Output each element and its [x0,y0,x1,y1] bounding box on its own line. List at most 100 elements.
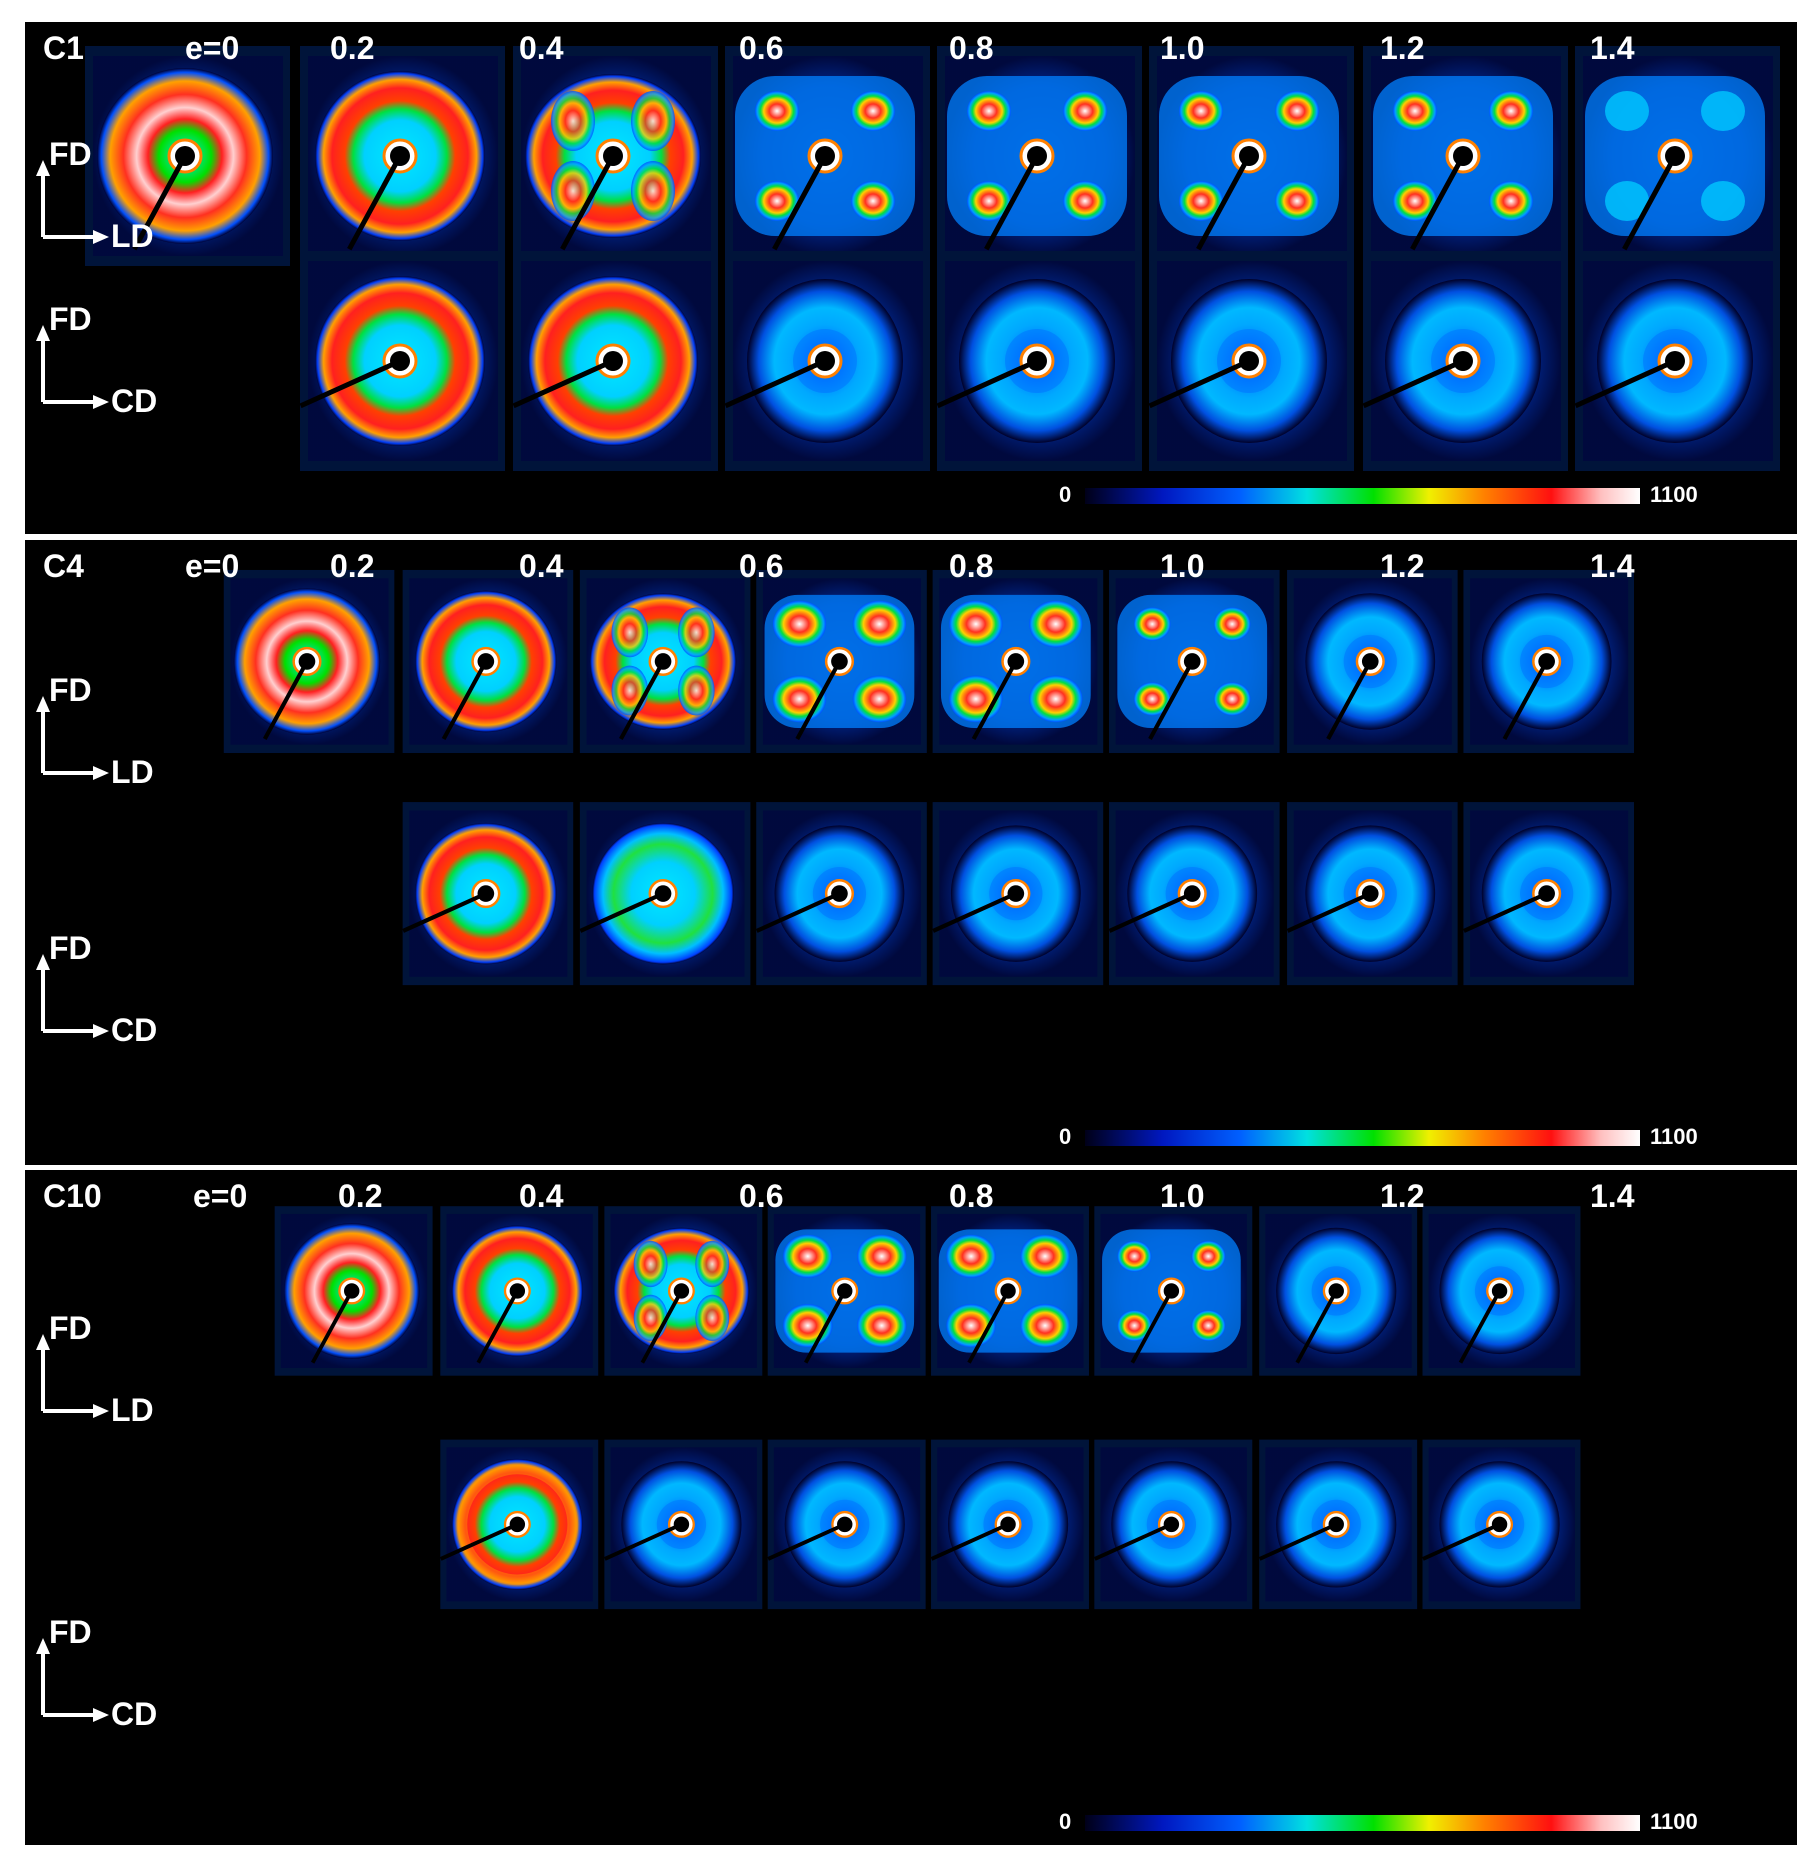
pattern-cd-6 [1258,1439,1418,1610]
strain-label: e=0 [185,548,240,584]
axis-label-fd: FD [49,672,92,708]
strain-label: 0.6 [739,548,784,584]
pattern-cd-5 [1093,1439,1253,1610]
pattern-cd-7 [1422,1439,1581,1610]
axis-fd-ld: FD LD [35,672,165,790]
axis-fd-ld: FD LD [35,1310,165,1428]
colorbar-gradient [1085,1130,1640,1146]
pattern-ld-1 [440,1206,599,1376]
strain-label: 0.4 [519,1178,564,1214]
pattern-cd-3 [767,1439,926,1610]
pattern-cd-5 [1148,251,1354,471]
pattern-ld-5 [1094,1206,1253,1376]
axis-arrows [36,696,109,780]
colorbar: 0 1100 [1059,482,1698,507]
colorbar-max-label: 1100 [1650,1124,1698,1149]
colorbar-min-label: 0 [1059,1809,1072,1834]
colorbar-max-label: 1100 [1650,1809,1698,1834]
strain-label: 1.0 [1160,548,1205,584]
pattern-canvas [223,569,1635,986]
pattern-cd-1 [299,251,505,471]
pattern-cd-3 [724,251,930,471]
axis-label-fd: FD [49,930,92,966]
pattern-ld-1 [402,569,574,753]
strain-label: 0.8 [949,548,994,584]
colorbar-gradient [1085,488,1640,504]
pattern-cd-2 [604,1439,763,1610]
axis-fd-cd: FD CD [35,930,165,1048]
strain-label: e=0 [185,30,240,66]
pattern-cd-5 [1108,802,1280,986]
axis-label-cd: CD [111,1012,158,1048]
pattern-cd-3 [755,802,927,986]
pattern-ld-6 [1259,1206,1418,1376]
pattern-ld-2 [579,569,751,753]
pattern-cd-1 [439,1439,599,1610]
pattern-cd-1 [402,802,574,986]
strain-label: 0.2 [338,1178,383,1214]
pattern-cd-4 [932,802,1104,986]
strain-label: 0.4 [519,30,564,66]
strain-label: 0.6 [739,30,784,66]
pattern-ld-3 [767,1206,926,1376]
pattern-ld-3 [756,569,927,753]
pattern-cd-4 [930,1439,1089,1610]
pattern-canvas [85,46,1780,471]
pattern-ld-4 [937,46,1142,266]
axis-fd-cd: FD CD [35,301,165,419]
pattern-ld-2 [604,1206,763,1376]
pattern-ld-7 [1575,46,1780,266]
colorbar-gradient [1085,1815,1640,1831]
pattern-cd-4 [936,251,1142,471]
strain-label: 0.8 [949,30,994,66]
pattern-ld-5 [1109,569,1280,753]
axis-label-fd: FD [49,1310,92,1346]
axis-label-fd: FD [49,136,92,172]
axis-arrows [36,1334,109,1418]
colorbar-max-label: 1100 [1650,482,1698,507]
axis-arrows [36,954,109,1038]
strain-label: 1.2 [1380,30,1425,66]
colorbar: 0 1100 [1059,1124,1698,1149]
sample-label: C1 [43,30,84,66]
pattern-ld-0 [85,46,290,266]
axis-arrows [36,1638,109,1722]
pattern-ld-0 [223,569,395,753]
strain-label: e=0 [193,1178,248,1214]
colorbar: 0 1100 [1059,1809,1698,1834]
pattern-ld-6 [1363,46,1568,266]
strain-label: 0.2 [330,30,375,66]
panel-c10: C10 e=0 0.2 0.4 0.6 0.8 1.0 1.2 1.4 FD LD FD CD 0 110… [25,1170,1797,1845]
strain-label: 0.2 [330,548,375,584]
pattern-cd-6 [1286,802,1458,986]
panel-c1: C1 e=0 0.2 0.4 0.6 0.8 1.0 1.2 1.4 FD LD FD CD 0 1100 [25,22,1797,534]
strain-label: 1.0 [1160,30,1205,66]
strain-label: 0.6 [739,1178,784,1214]
pattern-ld-4 [932,569,1104,753]
axis-fd-cd: FD CD [35,1614,165,1732]
strain-label: 1.2 [1380,1178,1425,1214]
strain-label: 1.0 [1160,1178,1205,1214]
colorbar-min-label: 0 [1059,482,1072,507]
strain-label: 1.4 [1590,30,1635,66]
strain-label: 0.4 [519,548,564,584]
axis-arrows [36,160,109,244]
axis-label-fd: FD [49,301,92,337]
axis-fd-ld: FD LD [35,136,165,254]
axis-label-cd: CD [111,1696,158,1732]
strain-label: 0.8 [949,1178,994,1214]
pattern-ld-7 [1463,569,1635,753]
colorbar-min-label: 0 [1059,1124,1072,1149]
strain-label: 1.4 [1590,1178,1635,1214]
axis-label-ld: LD [111,218,154,254]
sample-label: C4 [43,548,84,584]
pattern-cd-2 [512,251,718,471]
axis-label-cd: CD [111,383,158,419]
pattern-ld-7 [1422,1206,1581,1376]
pattern-ld-0 [274,1206,433,1376]
panel-c4: C4 e=0 0.2 0.4 0.6 0.8 1.0 1.2 1.4 FD LD FD CD 0 1100 [25,540,1797,1165]
axis-label-ld: LD [111,1392,154,1428]
axis-label-fd: FD [49,1614,92,1650]
pattern-ld-6 [1287,569,1458,753]
pattern-ld-4 [931,1206,1089,1376]
